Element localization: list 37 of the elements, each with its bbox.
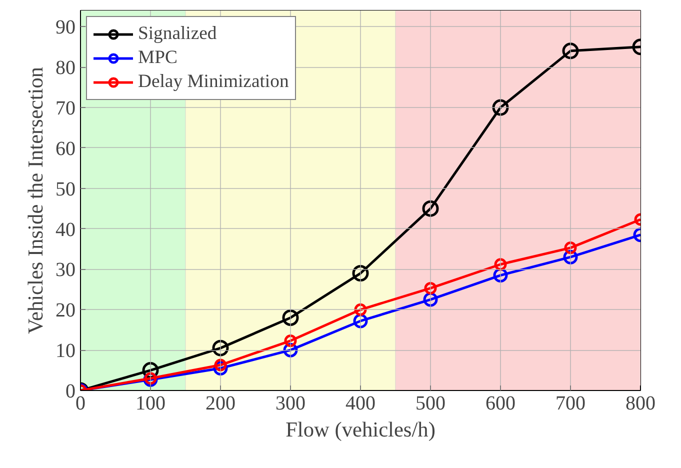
point bbox=[284, 334, 297, 348]
legend-label: Delay Minimization bbox=[138, 71, 289, 93]
point bbox=[564, 242, 577, 254]
legend-label: MPC bbox=[138, 47, 178, 69]
point bbox=[422, 200, 439, 217]
x-tick-label: 400 bbox=[346, 392, 376, 414]
y-tick-label: 70 bbox=[56, 98, 76, 120]
x-tick-label: 200 bbox=[206, 392, 236, 414]
y-tick-label: 40 bbox=[56, 218, 76, 241]
point bbox=[353, 314, 368, 328]
point bbox=[562, 42, 579, 60]
point bbox=[494, 258, 507, 271]
point bbox=[282, 310, 299, 326]
y-tick-label: 80 bbox=[56, 57, 76, 80]
point bbox=[423, 292, 438, 307]
x-tick-label: 600 bbox=[486, 392, 516, 414]
x-axis-title: Flow (vehicles/h) bbox=[286, 418, 436, 442]
legend-label: Signalized bbox=[138, 23, 217, 45]
x-tick-label: 700 bbox=[556, 392, 586, 414]
point bbox=[354, 303, 367, 316]
y-tick-label: 30 bbox=[56, 259, 76, 282]
x-tick-label: 800 bbox=[626, 392, 656, 414]
point bbox=[424, 282, 437, 294]
y-tick-label: 20 bbox=[56, 300, 76, 322]
point bbox=[352, 265, 369, 282]
point bbox=[493, 268, 508, 283]
x-tick-label: 100 bbox=[136, 392, 166, 414]
y-tick-label: 60 bbox=[56, 138, 76, 160]
y-tick-label: 10 bbox=[56, 340, 76, 362]
point bbox=[492, 99, 509, 116]
point bbox=[212, 340, 229, 356]
point bbox=[214, 358, 227, 372]
y-tick-label: 90 bbox=[56, 16, 76, 39]
x-tick-label: 500 bbox=[416, 392, 446, 414]
y-tick-label: 50 bbox=[56, 178, 76, 200]
y-axis-title: Vehicles Inside the Intersection bbox=[24, 66, 48, 334]
x-tick-label: 300 bbox=[276, 392, 306, 414]
